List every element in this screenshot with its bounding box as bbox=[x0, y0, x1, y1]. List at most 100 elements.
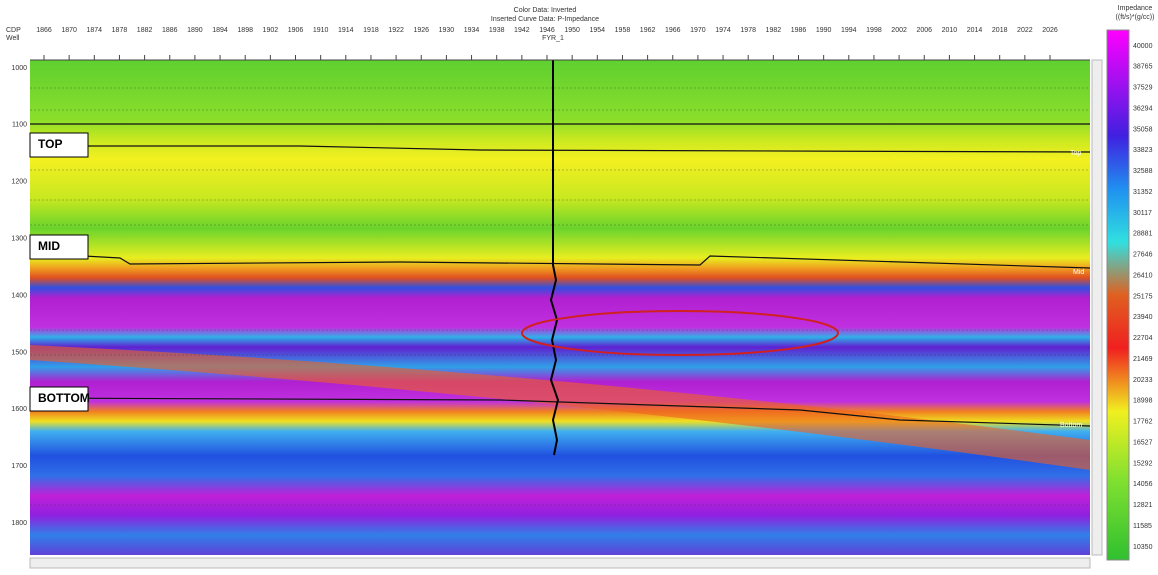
cdp-tick-label: 1874 bbox=[87, 27, 103, 34]
cdp-label: CDP bbox=[6, 27, 21, 34]
cdp-tick-label: 1894 bbox=[212, 27, 228, 34]
cdp-tick-label: 1926 bbox=[413, 27, 429, 34]
highlight-ellipse bbox=[521, 310, 839, 356]
colorbar-label: 27646 bbox=[1133, 252, 1153, 259]
horizon-box bbox=[29, 234, 89, 260]
well-log bbox=[549, 60, 560, 456]
cdp-tick-label: 1918 bbox=[363, 27, 379, 34]
v-scrollbar[interactable] bbox=[1091, 59, 1103, 556]
colorbar-label: 38765 bbox=[1133, 64, 1153, 71]
cdp-tick-label: 1878 bbox=[112, 27, 128, 34]
cdp-tick-label: 1978 bbox=[740, 27, 756, 34]
colorbar-label: 25175 bbox=[1133, 293, 1153, 300]
depth-tick-label: 1800 bbox=[11, 520, 27, 527]
grid-lines bbox=[30, 87, 1090, 506]
colorbar-label: 16527 bbox=[1133, 439, 1153, 446]
colorbar-label: 31352 bbox=[1133, 189, 1153, 196]
cdp-tick-label: 1934 bbox=[464, 27, 480, 34]
colorbar-unit: ((ft/s)*(g/cc)) bbox=[1116, 14, 1155, 21]
well-name: FYR_1 bbox=[542, 35, 564, 42]
colorbar-label: 36294 bbox=[1133, 105, 1153, 112]
cdp-tick-label: 1914 bbox=[338, 27, 354, 34]
colorbar-label: 10350 bbox=[1133, 544, 1153, 551]
cdp-tick-label: 1990 bbox=[816, 27, 832, 34]
depth-tick-label: 1300 bbox=[11, 236, 27, 243]
cdp-tick-label: 2006 bbox=[916, 27, 932, 34]
cdp-tick-label: 2002 bbox=[891, 27, 907, 34]
cdp-tick-label: 1902 bbox=[263, 27, 279, 34]
cdp-tick-label: 1866 bbox=[36, 27, 52, 34]
cdp-tick-label: 1898 bbox=[237, 27, 253, 34]
depth-tick-label: 1700 bbox=[11, 463, 27, 470]
horizon-tag: Top bbox=[1070, 150, 1081, 157]
colorbar-title: Impedance bbox=[1118, 5, 1153, 12]
colorbar-label: 21469 bbox=[1133, 356, 1153, 363]
cdp-tick-label: 1890 bbox=[187, 27, 203, 34]
cdp-tick-label: 1906 bbox=[288, 27, 304, 34]
h-scrollbar[interactable] bbox=[29, 557, 1091, 569]
colorbar-label: 30117 bbox=[1133, 210, 1152, 217]
colorbar-label: 12821 bbox=[1133, 502, 1153, 509]
depth-tick-label: 1200 bbox=[11, 179, 27, 186]
cdp-tick-label: 1882 bbox=[137, 27, 153, 34]
horizon-labels: TOP Top MID Mid BOTTOM Bottom bbox=[29, 132, 1084, 429]
cdp-tick-label: 1886 bbox=[162, 27, 178, 34]
horizon-label: TOP bbox=[38, 137, 62, 151]
cdp-tick-label: 1870 bbox=[61, 27, 77, 34]
curve-data-title: Inserted Curve Data: P-Impedance bbox=[491, 16, 599, 23]
colorbar-label: 28881 bbox=[1133, 231, 1153, 238]
cdp-tick-label: 1982 bbox=[766, 27, 782, 34]
cdp-tick-label: 2018 bbox=[992, 27, 1008, 34]
colorbar-label: 22704 bbox=[1133, 335, 1153, 342]
horizon-box bbox=[29, 386, 89, 412]
cdp-tick-label: 1966 bbox=[665, 27, 681, 34]
horizon-box bbox=[29, 132, 89, 158]
colorbar-label: 11585 bbox=[1133, 523, 1152, 530]
horizon-label: BOTTOM bbox=[38, 391, 90, 405]
cdp-tick-label: 1974 bbox=[715, 27, 731, 34]
cdp-tick-label: 1954 bbox=[590, 27, 606, 34]
colorbar-label: 35058 bbox=[1133, 126, 1153, 133]
cdp-tick-label: 1970 bbox=[690, 27, 706, 34]
color-data-title: Color Data: Inverted bbox=[514, 7, 577, 14]
depth-tick-label: 1100 bbox=[12, 122, 27, 129]
colorbar-label: 23940 bbox=[1133, 314, 1153, 321]
cdp-tick-label: 1946 bbox=[539, 27, 555, 34]
depth-tick-label: 1000 bbox=[11, 65, 27, 72]
colorbar-label: 32588 bbox=[1133, 168, 1153, 175]
cdp-tick-label: 1930 bbox=[439, 27, 455, 34]
colorbar-label: 18998 bbox=[1133, 398, 1153, 405]
colorbar-label: 14056 bbox=[1133, 481, 1153, 488]
cdp-tick-label: 1958 bbox=[615, 27, 631, 34]
depth-tick-label: 1500 bbox=[11, 349, 27, 356]
cdp-tick-label: 1938 bbox=[489, 27, 505, 34]
horizons bbox=[29, 123, 1091, 427]
colorbar-label: 20233 bbox=[1133, 377, 1153, 384]
horizon-tag: Bottom bbox=[1060, 422, 1082, 429]
colorbar-label: 37529 bbox=[1133, 85, 1153, 92]
red-layer bbox=[30, 345, 1090, 470]
cdp-tick-label: 1910 bbox=[313, 27, 329, 34]
cdp-tick-label: 1950 bbox=[564, 27, 580, 34]
colorbar-label: 17762 bbox=[1133, 419, 1153, 426]
cdp-tick-label: 1962 bbox=[640, 27, 656, 34]
cdp-tick-label: 1942 bbox=[514, 27, 530, 34]
cdp-tick-label: 2022 bbox=[1017, 27, 1033, 34]
colorbar bbox=[1106, 29, 1130, 561]
colorbar-label: 15292 bbox=[1133, 460, 1153, 467]
cdp-tick-label: 2026 bbox=[1042, 27, 1058, 34]
depth-tick-label: 1600 bbox=[11, 406, 27, 413]
cdp-tick-label: 2014 bbox=[967, 27, 983, 34]
well-label: Well bbox=[6, 35, 20, 42]
depth-tick-label: 1400 bbox=[11, 292, 27, 299]
horizon-tag: Mid bbox=[1073, 269, 1084, 276]
cdp-tick-label: 1922 bbox=[388, 27, 404, 34]
colorbar-label: 33823 bbox=[1133, 147, 1153, 154]
cdp-tick-label: 1998 bbox=[866, 27, 882, 34]
colorbar-label: 26410 bbox=[1133, 272, 1153, 279]
cdp-tick-label: 1986 bbox=[791, 27, 807, 34]
seismic-section bbox=[30, 60, 1090, 555]
cdp-tick-label: 2010 bbox=[942, 27, 958, 34]
horizon-label: MID bbox=[38, 239, 60, 253]
